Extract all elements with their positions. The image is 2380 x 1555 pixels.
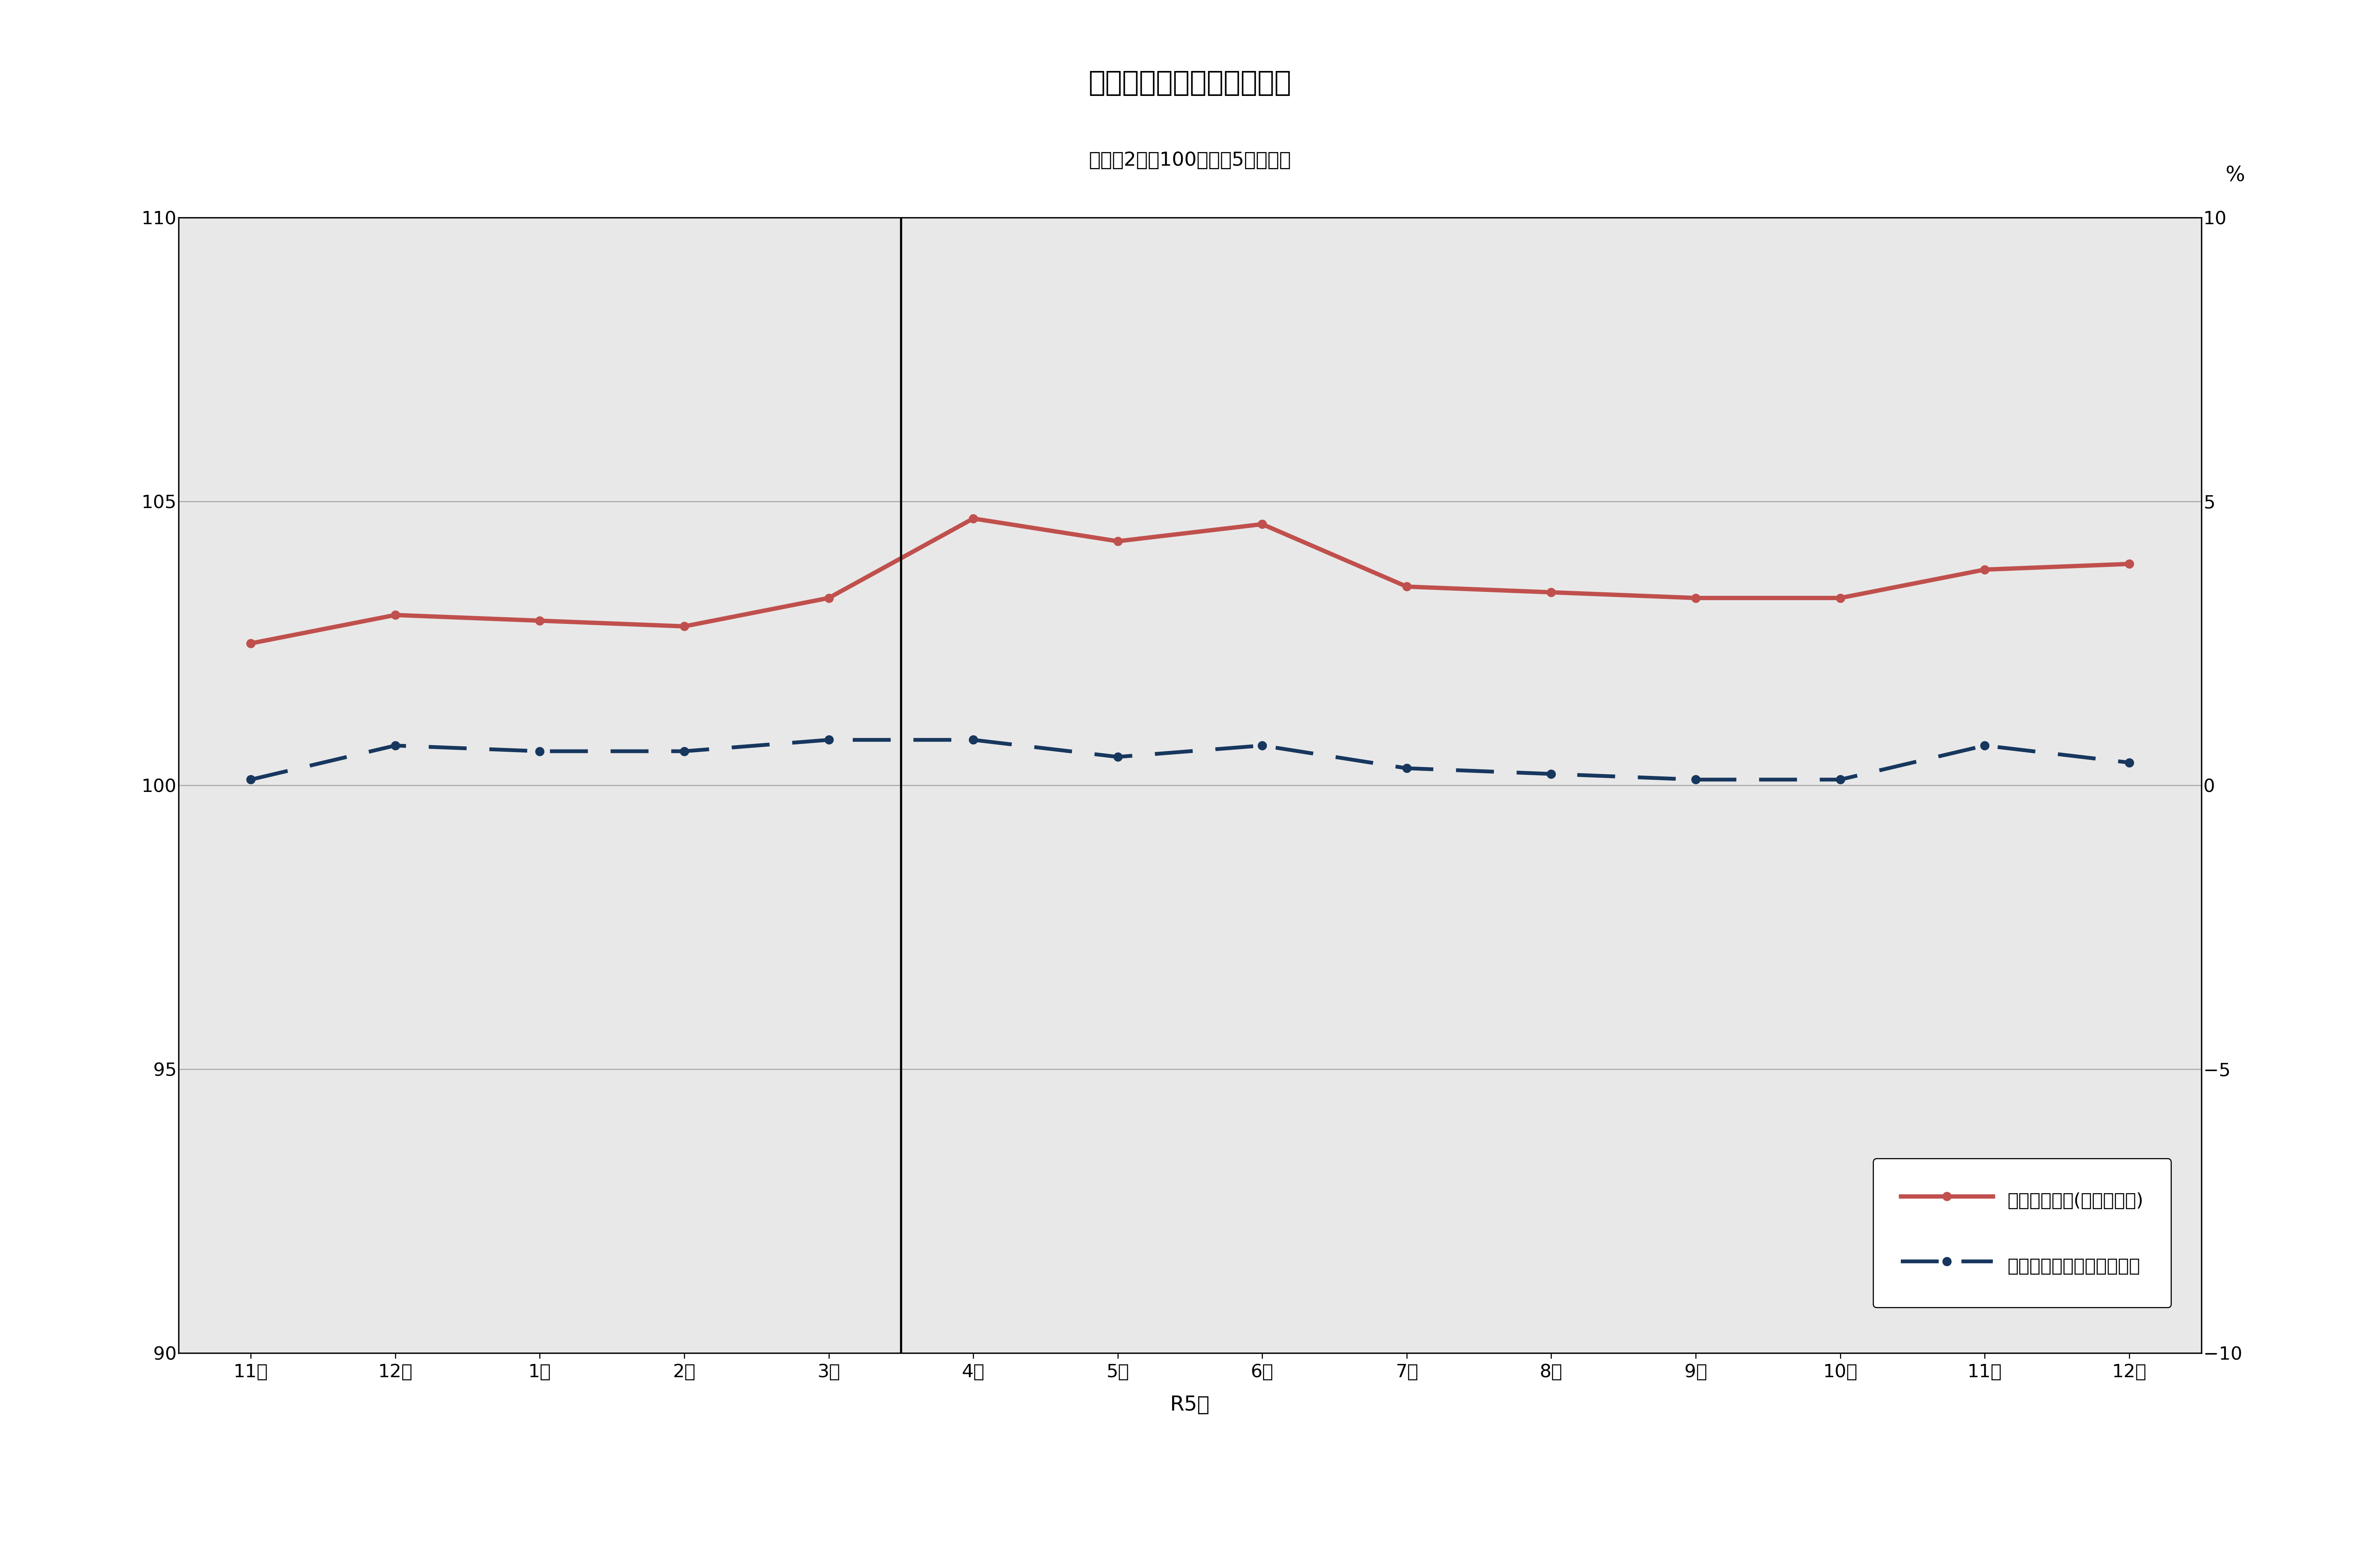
Text: （令和2年＝100、規模5人以上）: （令和2年＝100、規模5人以上） <box>1090 151 1290 169</box>
Text: 常用雇用指数、前年同月比: 常用雇用指数、前年同月比 <box>1088 70 1292 96</box>
Legend: 常用雇用指数(調査産業計), 調査産業計（前年同月比）: 常用雇用指数(調査産業計), 調査産業計（前年同月比） <box>1873 1158 2171 1308</box>
Text: %: % <box>2225 165 2244 185</box>
X-axis label: R5年: R5年 <box>1171 1395 1209 1415</box>
